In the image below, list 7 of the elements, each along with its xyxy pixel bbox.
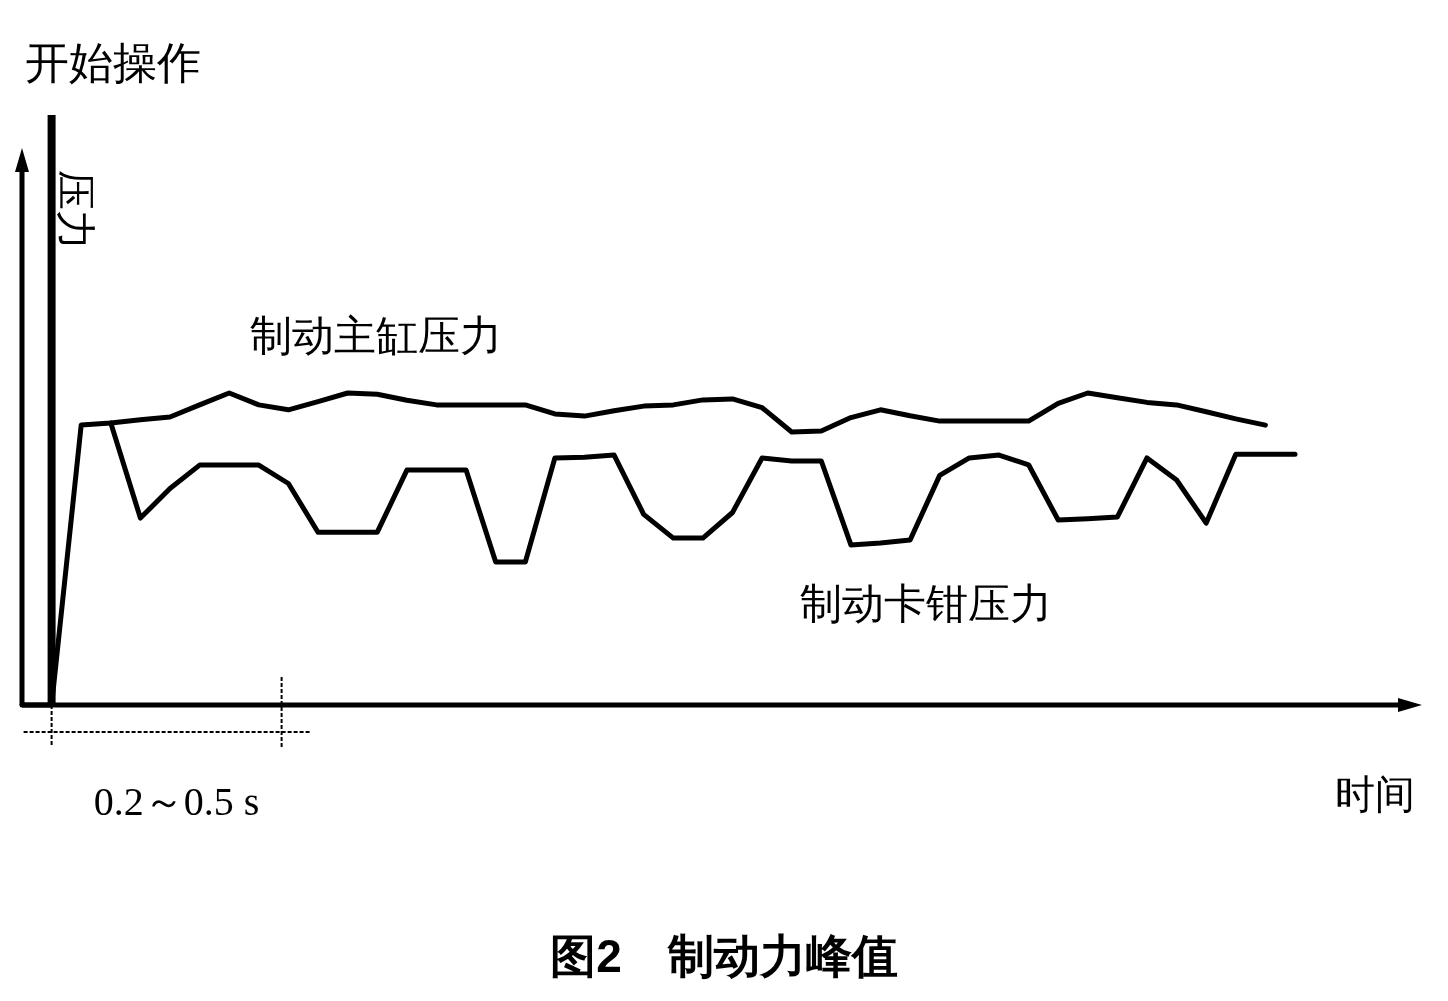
- text: 开始操作: [25, 39, 201, 88]
- text: 图2 制动力峰值: [550, 930, 898, 982]
- series-label: 制动卡钳压力: [800, 581, 1052, 627]
- text: 0.2～0.5 s: [93, 779, 260, 824]
- series-label: 制动主缸压力: [250, 313, 502, 359]
- y-axis-title: 压力: [53, 170, 98, 250]
- x-axis-title: 时间: [1335, 772, 1415, 817]
